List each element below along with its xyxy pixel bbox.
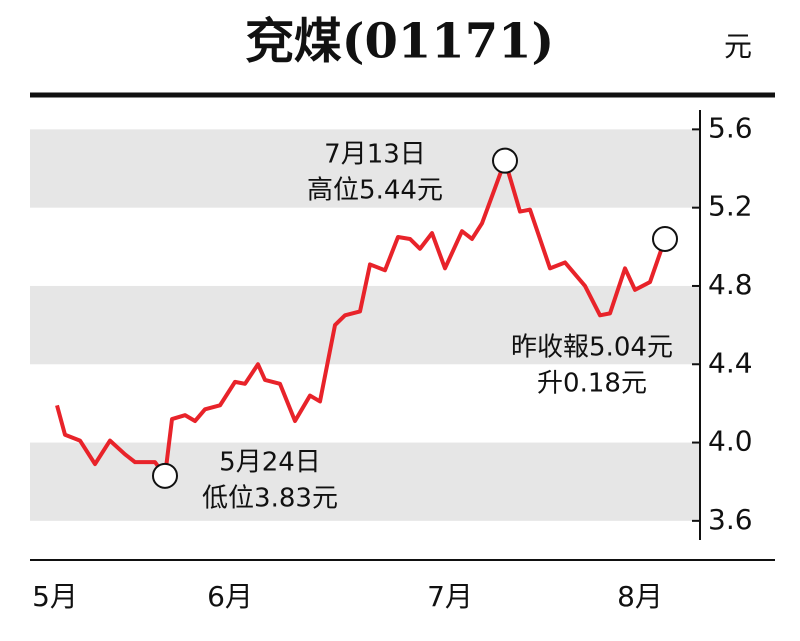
y-tick-label: 4.8 [708,268,753,301]
highlight-point [492,147,518,174]
unit-label: 元 [724,30,752,63]
x-tick-label: 5月 [32,580,78,613]
annotation: 高位5.44元 [307,176,443,206]
x-tick-label: 8月 [617,580,663,613]
bands [30,129,700,521]
y-tick-label: 5.6 [708,111,753,144]
grid-band [30,129,700,208]
x-tick-label: 7月 [427,580,473,613]
y-tick-label: 4.0 [708,425,753,458]
grid-band [30,442,700,521]
annotation: 5月24日 [219,448,321,478]
highlight-point [152,462,178,489]
y-tick-label: 5.2 [708,190,753,223]
annotation: 升0.18元 [537,369,647,399]
y-tick-label: 4.4 [708,346,753,379]
annotation: 昨收報5.04元 [511,333,673,363]
chart-title: 兗煤(01171) [246,14,554,70]
grid-band [30,285,700,365]
x-tick-label: 6月 [207,580,253,613]
annotation: 7月13日 [324,140,426,170]
annotation: 低位3.83元 [202,484,338,514]
y-tick-label: 3.6 [708,503,753,536]
highlight-point [652,225,678,252]
